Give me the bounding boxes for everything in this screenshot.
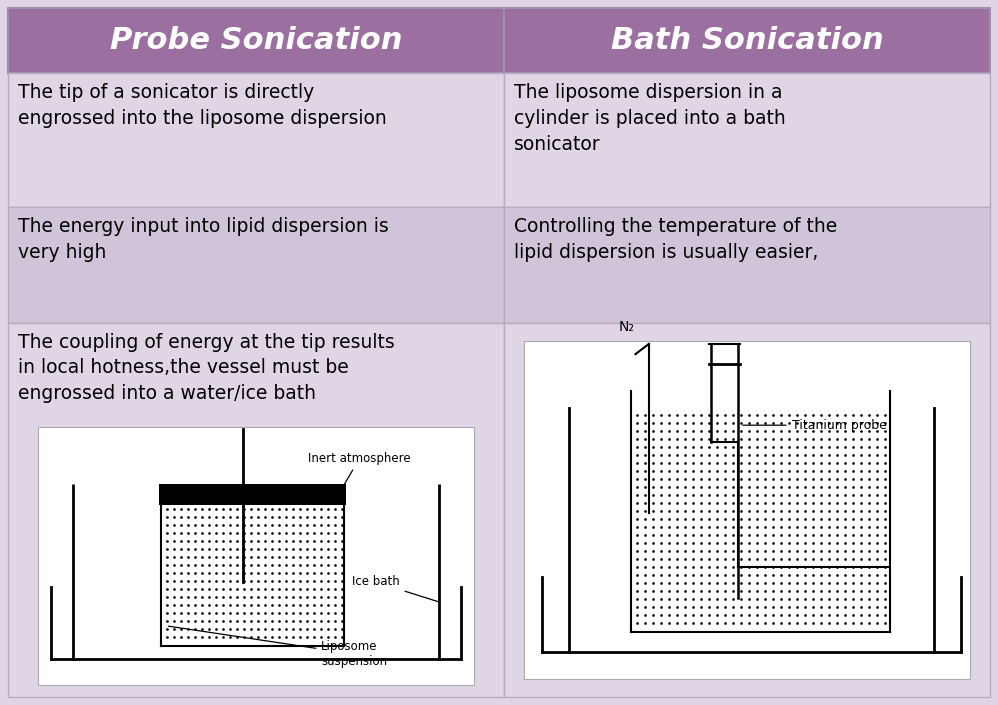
Bar [8, 8, 504, 73]
Bar [504, 323, 990, 697]
Text: Inert atmosphere: Inert atmosphere [308, 452, 411, 488]
Text: Titanium probe: Titanium probe [743, 419, 886, 431]
Text: The liposome dispersion in a
cylinder is placed into a bath
sonicator: The liposome dispersion in a cylinder is… [514, 83, 785, 154]
Text: Bath Sonication: Bath Sonication [611, 26, 883, 55]
Bar [8, 207, 504, 323]
Bar [524, 341, 970, 679]
Text: Controlling the temperature of the
lipid dispersion is usually easier,: Controlling the temperature of the lipid… [514, 217, 837, 262]
Bar [8, 323, 504, 697]
Bar [38, 427, 474, 685]
Text: Ice bath: Ice bath [352, 575, 438, 602]
Text: Liposome
suspension: Liposome suspension [169, 626, 387, 668]
Text: The energy input into lipid dispersion is
very high: The energy input into lipid dispersion i… [18, 217, 389, 262]
Bar [504, 207, 990, 323]
Bar [504, 8, 990, 73]
Text: The coupling of energy at the tip results
in local hotness,the vessel must be
en: The coupling of energy at the tip result… [18, 333, 395, 403]
Bar [159, 484, 346, 505]
Text: N₂: N₂ [619, 320, 635, 334]
Bar [504, 73, 990, 207]
Text: The tip of a sonicator is directly
engrossed into the liposome dispersion: The tip of a sonicator is directly engro… [18, 83, 387, 128]
Bar [8, 73, 504, 207]
Text: Probe Sonication: Probe Sonication [110, 26, 402, 55]
